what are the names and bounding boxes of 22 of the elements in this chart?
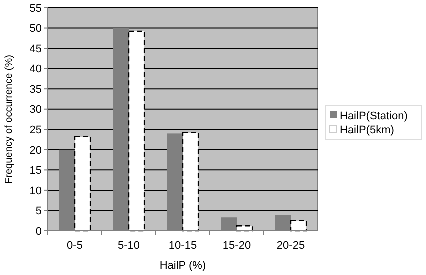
y-tick-label: 20 [30,144,42,157]
y-tick-label: 30 [30,104,42,116]
x-axis-title: HailP (%) [160,260,206,272]
x-tick-label: 5-10 [118,240,140,252]
x-tick-label: 0-5 [67,240,83,252]
x-tick-label: 15-20 [222,240,252,252]
y-tick-label: 55 [30,2,42,15]
y-tick-label: 10 [30,185,42,198]
y-tick-label: 40 [30,64,42,76]
x-tick-label: 10-15 [168,240,198,252]
y-tick-label: 45 [30,43,42,56]
y-tick-label: 5 [36,206,42,218]
y-tick-label: 15 [30,165,42,178]
y-tick-label: 0 [36,226,42,238]
legend-label: HailP(Station) [340,110,408,122]
y-tick-label: 50 [30,23,42,36]
y-axis-title: Frequency of occurrence (%) [4,55,15,184]
x-tick-label: 20-25 [276,240,306,252]
bar [290,220,308,232]
legend-label: HailP(5km) [340,124,394,136]
y-tick-label: 25 [30,124,42,136]
y-tick-label: 35 [30,84,42,96]
